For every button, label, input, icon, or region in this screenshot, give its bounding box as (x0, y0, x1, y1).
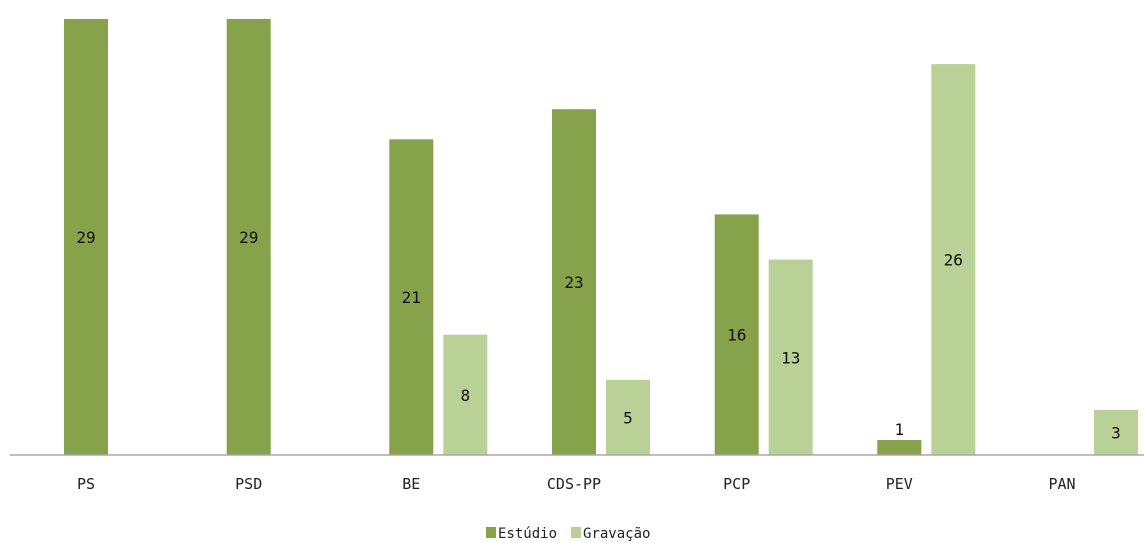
bar-gravação-pev (931, 64, 976, 455)
category-label-be: BE (402, 475, 420, 493)
data-label-estúdio-pcp: 16 (727, 326, 746, 345)
data-label-gravação-be: 8 (460, 386, 470, 405)
data-label-estúdio-cds-pp: 23 (564, 273, 583, 292)
category-label-pev: PEV (886, 475, 913, 493)
legend-swatch-gravação (571, 527, 582, 538)
category-label-ps: PS (77, 475, 95, 493)
legend-label-estúdio: Estúdio (498, 526, 557, 542)
category-label-pan: PAN (1048, 475, 1075, 493)
data-label-estúdio-pev: 1 (894, 420, 904, 439)
bar-estúdio-psd (226, 19, 271, 455)
data-label-gravação-pcp: 13 (781, 348, 800, 367)
data-label-estúdio-ps: 29 (76, 228, 95, 247)
data-label-estúdio-be: 21 (402, 288, 421, 307)
bar-estúdio-cds-pp (552, 109, 596, 455)
category-labels: PS PSD BE CDS-PP PCP PEV PAN (77, 475, 1076, 493)
category-label-cds-pp: CDS-PP (547, 475, 601, 493)
data-label-estúdio-psd: 29 (239, 228, 258, 247)
bar-estúdio-pcp (714, 214, 759, 455)
data-label-gravação-pev: 26 (944, 251, 963, 270)
legend-label-gravação: Gravação (583, 526, 650, 542)
bar-estúdio-ps (64, 19, 108, 455)
data-label-gravação-pan: 3 (1111, 423, 1121, 442)
category-label-pcp: PCP (723, 475, 750, 493)
category-label-psd: PSD (235, 475, 262, 493)
legend: Estúdio Gravação (486, 526, 650, 542)
data-label-gravação-cds-pp: 5 (623, 408, 633, 427)
bar-gravação-pcp (768, 259, 813, 455)
bar-gravação-be (443, 334, 488, 455)
bar-gravação-cds-pp (606, 379, 650, 455)
bar-estúdio-be (389, 139, 434, 456)
bar-estúdio-pev (877, 440, 922, 455)
legend-swatch-estúdio (486, 527, 496, 538)
bar-gravação-pan (1094, 409, 1138, 455)
bars-layer: 29 29 21 8 23 5 16 13 1 26 3 (64, 19, 1138, 456)
